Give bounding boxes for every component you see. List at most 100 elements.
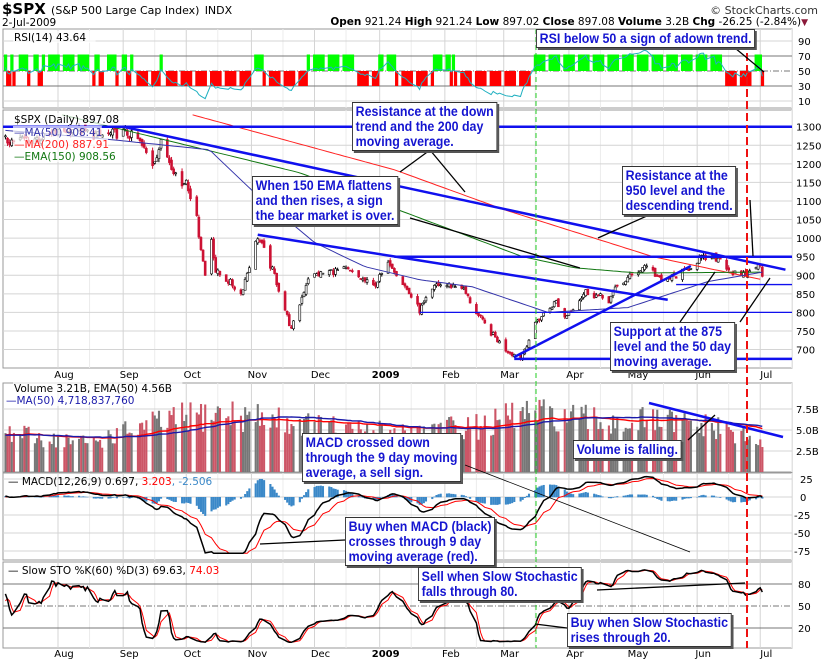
- candle-body: [468, 297, 472, 304]
- candle: [283, 290, 287, 312]
- macd-histogram-bar: [52, 495, 55, 498]
- candle-body: [155, 157, 159, 162]
- month-label: Sep: [120, 370, 139, 381]
- rsi-fill: [71, 54, 75, 71]
- candle: [645, 263, 648, 269]
- candle: [304, 282, 308, 297]
- candle-body: [651, 266, 655, 271]
- macd-histogram-bar: [153, 497, 156, 504]
- candle-body: [372, 279, 375, 286]
- macd-histogram-bar: [622, 495, 625, 498]
- candle: [498, 339, 501, 344]
- volume-bar: [12, 432, 15, 472]
- candle-body: [330, 269, 333, 271]
- rsi-fill: [483, 71, 487, 86]
- rsi-fill: [609, 54, 613, 71]
- macd-histogram-bar: [551, 484, 554, 498]
- macd-histogram-bar: [612, 497, 615, 498]
- rsi-fill: [201, 71, 205, 86]
- candle: [380, 272, 384, 277]
- candle-body: [239, 289, 243, 294]
- volume-bar: [155, 418, 158, 472]
- rsi-fill: [521, 71, 525, 86]
- rsi-fill: [586, 54, 590, 71]
- volume-bar: [681, 419, 684, 472]
- macd-histogram-bar: [521, 497, 524, 500]
- candle: [563, 307, 567, 320]
- rsi-fill: [668, 54, 672, 71]
- macd-histogram-bar: [666, 497, 669, 502]
- rsi-fill: [683, 54, 687, 71]
- candle-body: [645, 265, 648, 268]
- macd-histogram-bar: [582, 492, 585, 498]
- macd-histogram-bar: [189, 497, 192, 504]
- macd-histogram-bar: [351, 493, 354, 498]
- candle-body: [218, 271, 222, 276]
- month-label: Feb: [442, 370, 460, 381]
- candle-body: [359, 278, 363, 280]
- trendline: [513, 264, 692, 359]
- candle: [409, 292, 413, 299]
- volume-bar: [534, 410, 537, 472]
- volume-bar: [248, 411, 251, 472]
- rsi-fill: [231, 71, 235, 86]
- rsi-fill: [527, 71, 531, 86]
- volume-bar: [273, 417, 276, 472]
- volume-bar: [719, 433, 722, 472]
- candle-body: [390, 263, 394, 269]
- candle: [359, 278, 363, 280]
- volume-bar: [244, 407, 247, 472]
- month-label: Aug: [54, 370, 74, 381]
- volume-bar: [260, 412, 264, 472]
- sto-legend: — Slow STO %K(60) %D(3) 69.63, 74.03: [8, 565, 219, 577]
- candle-body: [336, 269, 339, 271]
- candle: [388, 258, 392, 268]
- macd-histogram-bar: [391, 494, 394, 498]
- price-tick: 1100: [796, 197, 821, 208]
- open-label: Open: [330, 16, 362, 28]
- month-label: May: [628, 649, 649, 660]
- candle: [142, 140, 146, 149]
- rsi-fill: [289, 71, 294, 86]
- macd-histogram-bar: [111, 497, 114, 498]
- macd-histogram-bar: [298, 497, 301, 503]
- volume-bar: [498, 419, 501, 472]
- rsi-fill: [350, 54, 355, 71]
- rsi-fill: [571, 54, 575, 71]
- candle: [674, 276, 678, 279]
- volume-bar: [275, 427, 278, 472]
- rsi-fill: [123, 54, 128, 71]
- candle-body: [454, 286, 457, 288]
- candle: [494, 330, 497, 338]
- macd-histogram-bar: [155, 497, 158, 504]
- rsi-fill: [106, 54, 111, 71]
- volume-bar: [286, 418, 289, 472]
- candle-body: [409, 293, 413, 298]
- annotation-macd-sell: MACD crossed down through the 9 day movi…: [302, 433, 462, 482]
- volume-bar: [271, 414, 274, 472]
- rsi-fill: [594, 54, 599, 71]
- macd-histogram-bar: [143, 497, 146, 501]
- volume-bar: [494, 408, 497, 472]
- volume-bar: [729, 430, 732, 472]
- macd-histogram-bar: [504, 497, 507, 505]
- candle: [302, 291, 306, 298]
- candle-body: [109, 132, 112, 135]
- volume-bar: [8, 426, 11, 472]
- candle-body: [269, 245, 272, 269]
- candle-body: [290, 326, 293, 329]
- candle: [285, 310, 289, 317]
- macd-histogram-bar: [406, 497, 409, 501]
- candle: [489, 323, 493, 337]
- rsi-fill: [577, 54, 582, 71]
- month-label: 2009: [372, 649, 400, 660]
- macd-histogram-bar: [372, 497, 375, 500]
- candle-body: [315, 273, 318, 276]
- candle-body: [542, 312, 545, 317]
- rsi-fill: [130, 54, 134, 71]
- candle-body: [658, 275, 661, 278]
- candle-body: [550, 307, 554, 310]
- rsi-fill: [96, 54, 100, 71]
- exchange: INDX: [204, 4, 233, 17]
- candle-body: [451, 284, 455, 288]
